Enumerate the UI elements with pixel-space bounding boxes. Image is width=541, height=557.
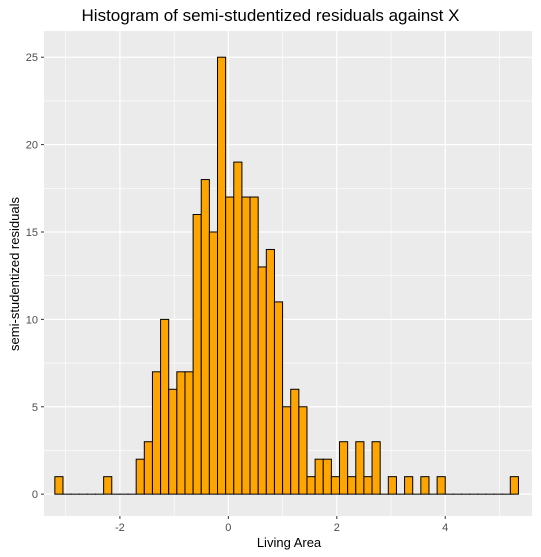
- histogram-bar: [298, 406, 308, 495]
- histogram-bar: [387, 476, 397, 495]
- x-tick-label: 4: [442, 522, 448, 534]
- y-axis-title: semi-studentized residuals: [7, 197, 22, 351]
- histogram-bar: [371, 441, 381, 495]
- histogram-bar: [200, 179, 210, 495]
- histogram-bar: [225, 196, 235, 495]
- x-axis-title: Living Area: [257, 535, 322, 550]
- histogram-bar: [135, 458, 145, 495]
- histogram-bar: [249, 196, 259, 495]
- histogram-bar: [151, 371, 162, 495]
- histogram-bar: [339, 441, 349, 495]
- histogram-bar: [160, 318, 170, 495]
- y-axis-ticks: 0 5 10 15 20 25: [26, 52, 44, 501]
- histogram-bar: [290, 388, 300, 495]
- histogram-bar: [355, 441, 365, 495]
- histogram-bar: [241, 196, 251, 495]
- y-tick-label: 25: [26, 52, 38, 64]
- histogram-bars: [54, 56, 519, 495]
- histogram-bar: [420, 476, 430, 495]
- y-tick-label: 15: [26, 227, 38, 239]
- histogram-bar: [282, 406, 292, 495]
- histogram-bar: [306, 476, 316, 495]
- histogram-bar: [509, 476, 519, 495]
- x-tick-label: 0: [225, 522, 231, 534]
- histogram-bar: [330, 476, 341, 495]
- x-tick-label: -2: [115, 522, 125, 534]
- histogram-bar: [54, 476, 64, 495]
- histogram-bar: [265, 248, 275, 495]
- histogram-bar: [322, 458, 332, 495]
- histogram-bar: [273, 301, 284, 495]
- histogram-bar: [143, 441, 153, 495]
- histogram-bar: [192, 214, 202, 495]
- histogram-bar: [347, 476, 357, 495]
- x-axis-ticks: -2 0 2 4: [115, 516, 448, 534]
- histogram-bar: [184, 371, 194, 495]
- histogram-bar: [103, 476, 113, 495]
- histogram-bar: [168, 388, 178, 495]
- histogram-bar: [208, 231, 219, 495]
- histogram-bar: [404, 476, 414, 495]
- y-tick-label: 20: [26, 140, 38, 152]
- histogram-bar: [233, 161, 243, 495]
- histogram-bar: [436, 476, 446, 495]
- histogram-bar: [257, 266, 267, 495]
- histogram-bar: [314, 458, 324, 495]
- y-tick-label: 5: [32, 402, 38, 414]
- y-tick-label: 0: [32, 489, 38, 501]
- histogram-bar: [217, 56, 227, 495]
- x-tick-label: 2: [334, 522, 340, 534]
- histogram-bar: [176, 371, 186, 495]
- y-tick-label: 10: [26, 314, 38, 326]
- chart-title: Histogram of semi-studentized residuals …: [81, 6, 460, 25]
- histogram-bar: [363, 476, 373, 495]
